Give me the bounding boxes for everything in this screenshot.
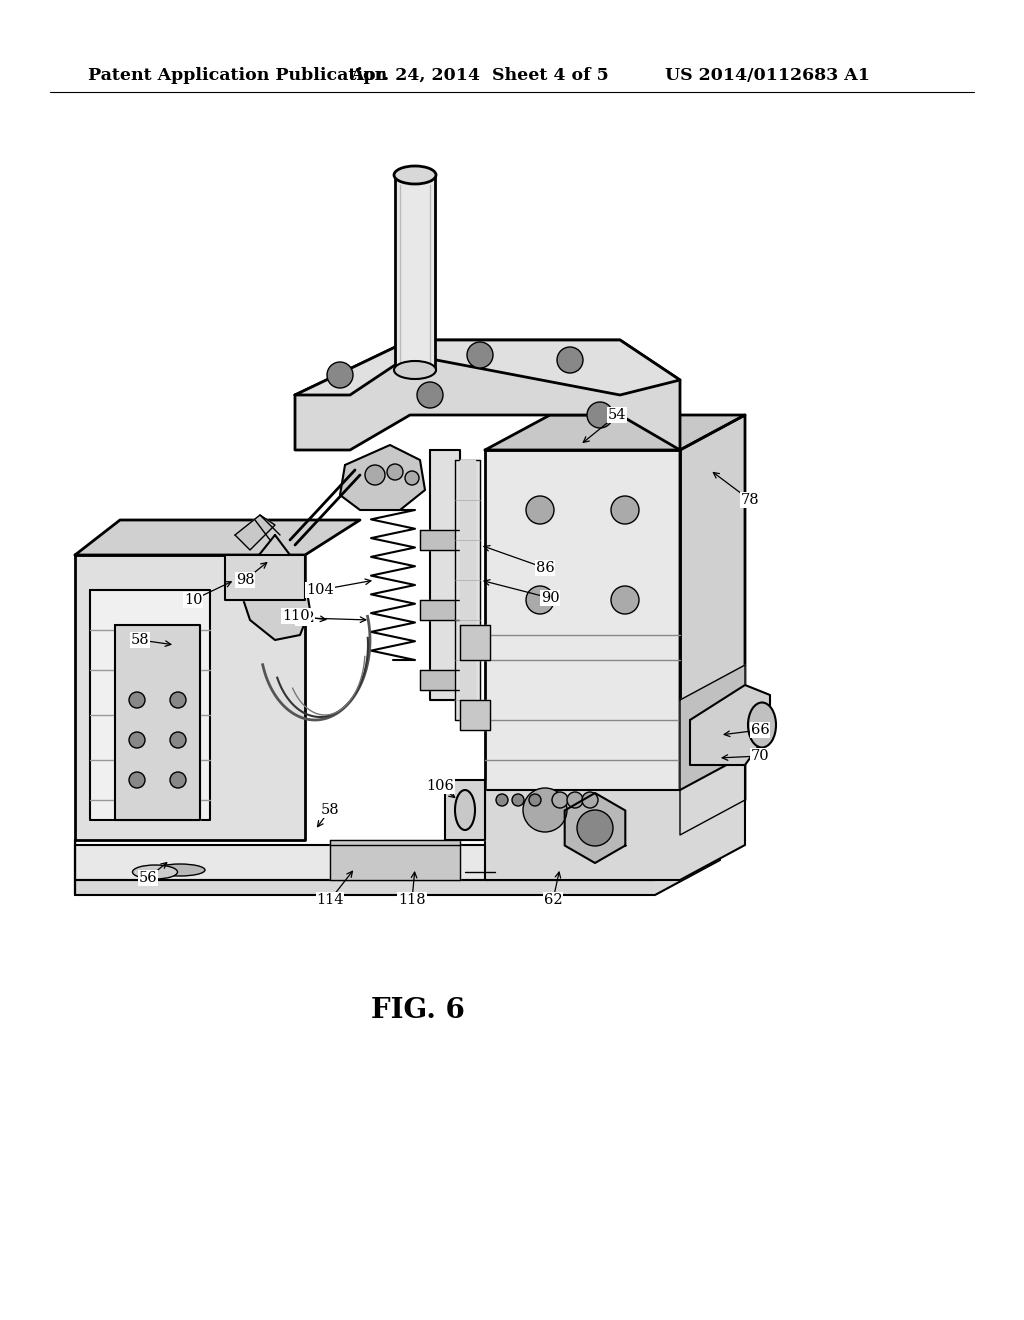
Polygon shape: [460, 459, 475, 719]
Circle shape: [526, 586, 554, 614]
Polygon shape: [485, 450, 680, 836]
Text: 58: 58: [321, 803, 339, 817]
Text: 90: 90: [541, 591, 559, 605]
Polygon shape: [485, 755, 745, 880]
Polygon shape: [690, 685, 770, 766]
Circle shape: [170, 733, 186, 748]
Polygon shape: [460, 700, 490, 730]
Text: 110: 110: [283, 609, 310, 623]
Text: 10: 10: [183, 593, 203, 607]
Circle shape: [170, 772, 186, 788]
Text: 82: 82: [296, 611, 314, 624]
Ellipse shape: [490, 853, 520, 863]
Circle shape: [611, 586, 639, 614]
Circle shape: [496, 795, 508, 807]
Circle shape: [467, 342, 493, 368]
Polygon shape: [445, 780, 485, 840]
Circle shape: [512, 795, 524, 807]
Text: 70: 70: [751, 748, 769, 763]
Polygon shape: [75, 554, 305, 840]
Text: 86: 86: [536, 561, 554, 576]
Circle shape: [365, 465, 385, 484]
Circle shape: [387, 465, 403, 480]
Polygon shape: [295, 341, 680, 450]
Text: 106: 106: [426, 779, 454, 793]
Circle shape: [523, 788, 567, 832]
Text: 54: 54: [608, 408, 627, 422]
Polygon shape: [240, 535, 310, 640]
Polygon shape: [420, 671, 470, 690]
Polygon shape: [295, 341, 680, 395]
Circle shape: [129, 733, 145, 748]
Polygon shape: [485, 414, 745, 450]
Polygon shape: [460, 624, 490, 660]
Polygon shape: [430, 450, 460, 700]
Text: 114: 114: [316, 894, 344, 907]
Ellipse shape: [394, 166, 436, 183]
Circle shape: [129, 692, 145, 708]
Text: US 2014/0112683 A1: US 2014/0112683 A1: [666, 66, 870, 83]
Text: 104: 104: [306, 583, 334, 597]
Circle shape: [552, 792, 568, 808]
Circle shape: [529, 795, 541, 807]
Polygon shape: [420, 601, 470, 620]
Polygon shape: [75, 845, 720, 895]
Ellipse shape: [155, 865, 205, 876]
Circle shape: [327, 362, 353, 388]
Circle shape: [582, 792, 598, 808]
Polygon shape: [564, 793, 626, 863]
Ellipse shape: [394, 360, 436, 379]
Text: Apr. 24, 2014  Sheet 4 of 5: Apr. 24, 2014 Sheet 4 of 5: [350, 66, 609, 83]
Text: 118: 118: [398, 894, 426, 907]
Ellipse shape: [748, 702, 776, 747]
Text: 58: 58: [131, 634, 150, 647]
Circle shape: [170, 692, 186, 708]
Circle shape: [417, 381, 443, 408]
Ellipse shape: [455, 789, 475, 830]
Polygon shape: [680, 414, 745, 836]
Text: FIG. 6: FIG. 6: [371, 997, 465, 1023]
Circle shape: [557, 347, 583, 374]
Polygon shape: [75, 520, 360, 554]
Polygon shape: [395, 176, 435, 370]
Circle shape: [526, 496, 554, 524]
Circle shape: [406, 471, 419, 484]
Text: 56: 56: [138, 871, 158, 884]
Circle shape: [587, 403, 613, 428]
Text: Patent Application Publication: Patent Application Publication: [88, 66, 387, 83]
Circle shape: [129, 772, 145, 788]
Ellipse shape: [132, 865, 177, 879]
Polygon shape: [75, 810, 720, 880]
Text: 98: 98: [236, 573, 254, 587]
Polygon shape: [115, 624, 200, 820]
Polygon shape: [420, 531, 470, 550]
Text: 62: 62: [544, 894, 562, 907]
Polygon shape: [225, 554, 305, 601]
Polygon shape: [340, 445, 425, 510]
Polygon shape: [680, 665, 745, 836]
Text: 78: 78: [740, 492, 760, 507]
Polygon shape: [90, 590, 210, 820]
Text: 66: 66: [751, 723, 769, 737]
Circle shape: [577, 810, 613, 846]
Polygon shape: [455, 459, 480, 719]
Polygon shape: [330, 840, 460, 880]
Circle shape: [567, 792, 583, 808]
Circle shape: [611, 496, 639, 524]
Polygon shape: [234, 515, 275, 550]
